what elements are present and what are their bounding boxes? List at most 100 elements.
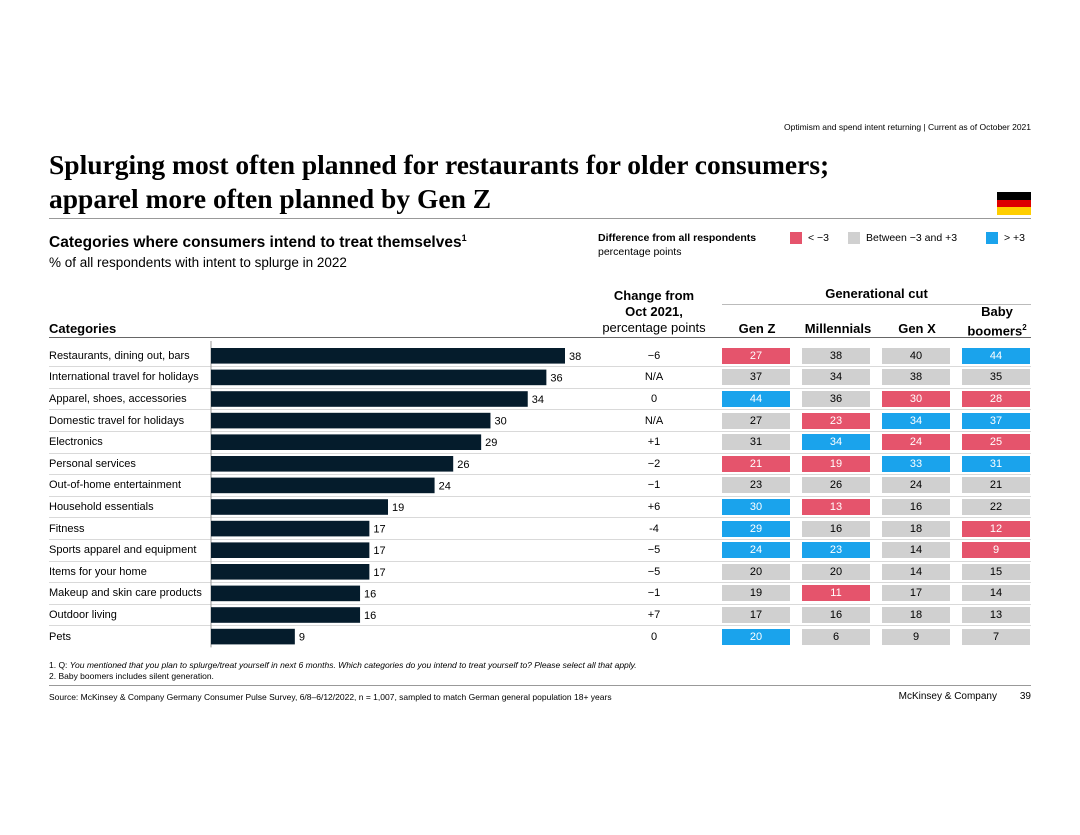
- brand-name: McKinsey & Company: [898, 691, 997, 702]
- cell-baby-boomers-electronics: 25: [962, 434, 1030, 451]
- bar-outdoor-living: [211, 607, 361, 623]
- legend-swatch-mid: [848, 232, 860, 244]
- legend-label-high: > +3: [1004, 232, 1026, 244]
- change-value-personal-services: −2: [647, 457, 661, 470]
- category-label-pets: Pets: [49, 630, 72, 643]
- bar-label-domestic-travel-for-holidays: 30: [494, 416, 506, 428]
- header-divider: [49, 337, 1031, 338]
- change-value-international-travel-for-holidays: N/A: [644, 371, 664, 384]
- change-value-sports-apparel-and-equipment: −5: [647, 544, 661, 557]
- row-divider: [49, 538, 1031, 540]
- row-divider: [49, 452, 1031, 454]
- row-divider: [49, 603, 1031, 605]
- cell-gen-x-fitness: 18: [882, 520, 950, 537]
- row-divider: [49, 387, 1031, 389]
- category-label-electronics: Electronics: [49, 436, 103, 449]
- category-label-items-for-your-home: Items for your home: [49, 565, 147, 578]
- legend-label-mid: Between −3 and +3: [866, 232, 958, 244]
- footnote-1-prefix: 1. Q:: [49, 660, 70, 670]
- cell-millennials-outdoor-living: 16: [802, 607, 870, 623]
- cell-baby-boomers-makeup-and-skin-care-products: 14: [962, 585, 1030, 602]
- row-divider: [49, 517, 1031, 519]
- row-divider: [49, 560, 1031, 562]
- germany-flag-icon: [997, 192, 1031, 215]
- cell-millennials-personal-services: 19: [802, 455, 870, 472]
- generational-cut-header: Generational cut: [825, 286, 928, 301]
- cell-gen-z-fitness: 29: [722, 520, 790, 537]
- row-divider: [49, 582, 1031, 584]
- cell-gen-z-domestic-travel-for-holidays: 27: [722, 412, 790, 429]
- change-column-header: Change from Oct 2021, percentage points: [588, 288, 720, 336]
- bar-domestic-travel-for-holidays: [211, 412, 491, 429]
- cell-millennials-fitness: 16: [802, 520, 870, 537]
- bar-apparel-shoes-accessories: [211, 391, 528, 407]
- cell-baby-boomers-items-for-your-home: 15: [962, 563, 1030, 580]
- bar-label-fitness: 17: [373, 524, 385, 536]
- change-header-line-2: Oct 2021,: [625, 304, 683, 319]
- footnote-2: 2. Baby boomers includes silent generati…: [49, 671, 214, 681]
- row-divider: [49, 409, 1031, 411]
- cell-millennials-domestic-travel-for-holidays: 23: [802, 412, 870, 429]
- row-divider: [49, 495, 1031, 497]
- cell-gen-x-outdoor-living: 18: [882, 607, 950, 623]
- change-value-pets: 0: [650, 630, 658, 643]
- cell-gen-z-international-travel-for-holidays: 37: [722, 369, 790, 386]
- gen-z-header: Gen Z: [738, 321, 776, 336]
- category-label-apparel-shoes-accessories: Apparel, shoes, accessories: [49, 393, 187, 405]
- cell-gen-x-apparel-shoes-accessories: 30: [882, 391, 950, 407]
- bar-label-makeup-and-skin-care-products: 16: [364, 588, 376, 600]
- title-divider: [49, 218, 1031, 219]
- cell-baby-boomers-household-essentials: 22: [962, 499, 1030, 515]
- gen-x-header: Gen X: [898, 321, 936, 336]
- bar-electronics: [211, 434, 482, 450]
- bar-international-travel-for-holidays: [211, 369, 547, 386]
- bar-label-pets: 9: [299, 632, 305, 644]
- cell-gen-z-household-essentials: 30: [722, 499, 790, 515]
- cell-millennials-items-for-your-home: 20: [802, 563, 870, 580]
- cell-gen-z-pets: 20: [722, 628, 790, 645]
- change-value-restaurants-dining-out-bars: −6: [647, 349, 661, 362]
- boomers-header: Baby boomers2: [962, 304, 1032, 339]
- cell-millennials-household-essentials: 13: [802, 499, 870, 515]
- change-header-line-3: percentage points: [602, 320, 706, 335]
- cell-gen-z-apparel-shoes-accessories: 44: [722, 391, 790, 407]
- bar-label-out-of-home-entertainment: 24: [439, 480, 451, 492]
- row-divider: [49, 474, 1031, 476]
- cell-gen-x-domestic-travel-for-holidays: 34: [882, 412, 950, 429]
- change-value-fitness: -4: [649, 522, 659, 535]
- bar-fitness: [211, 520, 370, 537]
- bar-household-essentials: [211, 499, 388, 515]
- title-line-2: apparel more often planned by Gen Z: [49, 183, 492, 214]
- cell-millennials-apparel-shoes-accessories: 36: [802, 391, 870, 407]
- page-number: 39: [1019, 691, 1031, 702]
- cell-baby-boomers-pets: 7: [962, 628, 1030, 645]
- cell-gen-z-out-of-home-entertainment: 23: [722, 477, 790, 494]
- row-divider: [49, 366, 1031, 368]
- cell-gen-x-pets: 9: [882, 628, 950, 645]
- legend-item-mid: Between −3 and +3: [848, 232, 957, 244]
- category-label-restaurants-dining-out-bars: Restaurants, dining out, bars: [49, 349, 190, 362]
- cell-gen-x-electronics: 24: [882, 434, 950, 451]
- boomers-header-line-1: Baby: [981, 304, 1013, 319]
- cell-gen-x-international-travel-for-holidays: 38: [882, 369, 950, 386]
- category-label-domestic-travel-for-holidays: Domestic travel for holidays: [49, 414, 185, 427]
- cell-gen-z-personal-services: 21: [722, 455, 790, 472]
- cell-gen-z-sports-apparel-and-equipment: 24: [722, 542, 790, 559]
- bar-label-outdoor-living: 16: [364, 610, 376, 622]
- cell-gen-z-outdoor-living: 17: [722, 607, 790, 623]
- change-value-household-essentials: +6: [647, 501, 661, 513]
- generational-divider: [722, 304, 1031, 305]
- change-value-apparel-shoes-accessories: 0: [650, 393, 658, 405]
- title-line-1: Splurging most often planned for restaur…: [49, 149, 830, 180]
- cell-baby-boomers-personal-services: 31: [962, 455, 1030, 472]
- cell-gen-z-electronics: 31: [722, 434, 790, 451]
- cell-baby-boomers-apparel-shoes-accessories: 28: [962, 391, 1030, 407]
- cell-millennials-restaurants-dining-out-bars: 38: [802, 347, 870, 364]
- category-label-outdoor-living: Outdoor living: [49, 609, 117, 621]
- bar-personal-services: [211, 456, 454, 472]
- cell-millennials-pets: 6: [802, 628, 870, 645]
- chart-unit-note: % of all respondents with intent to splu…: [49, 255, 347, 270]
- legend-swatch-high: [986, 232, 998, 244]
- cell-baby-boomers-outdoor-living: 13: [962, 607, 1030, 623]
- cell-gen-x-out-of-home-entertainment: 24: [882, 477, 950, 494]
